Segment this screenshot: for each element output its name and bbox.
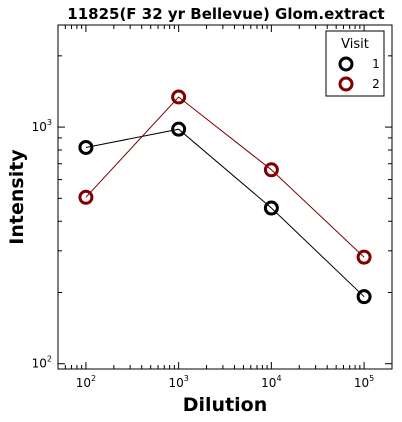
- x-tick-label-exponent: 5: [369, 374, 374, 383]
- x-tick-label: 105: [354, 374, 374, 390]
- x-tick-label-exponent: 4: [276, 374, 281, 383]
- x-tick-label-exponent: 3: [184, 374, 189, 383]
- data-point-series-2: [78, 189, 94, 205]
- x-tick-label-base: 10: [261, 376, 276, 390]
- series-line-2: [85, 96, 365, 258]
- y-axis-label: Intensity: [6, 149, 28, 245]
- legend-box: [325, 30, 385, 97]
- legend-entries: 12: [338, 56, 380, 92]
- data-point-series-1: [171, 121, 187, 137]
- y-tick-label: 103: [32, 118, 52, 134]
- x-tick-label-base: 10: [168, 376, 183, 390]
- data-point-series-2: [171, 89, 187, 105]
- data-point-series-2: [356, 249, 372, 265]
- legend-marker-2: [338, 76, 354, 92]
- x-axis-label: Dilution: [183, 394, 268, 416]
- axis-ticks: [57, 25, 393, 369]
- chart-title: 11825(F 32 yr Bellevue) Glom.extract: [67, 5, 384, 23]
- y-tick-label-base: 10: [32, 120, 47, 134]
- series-line-1: [85, 128, 365, 298]
- x-tick-label-base: 10: [354, 376, 369, 390]
- legend-label-2: 2: [372, 77, 380, 91]
- legend-label-1: 1: [372, 57, 380, 71]
- x-tick-label-base: 10: [76, 376, 91, 390]
- data-point-series-2: [263, 162, 279, 178]
- x-tick-label: 102: [76, 374, 96, 390]
- legend-marker-1: [338, 56, 354, 72]
- y-tick-label-exponent: 3: [47, 118, 52, 127]
- x-tick-label: 104: [261, 374, 281, 390]
- y-tick-label-base: 10: [32, 357, 47, 371]
- x-tick-label: 103: [168, 374, 188, 390]
- legend: Visit 12: [325, 30, 385, 97]
- x-tick-label-exponent: 2: [91, 374, 96, 383]
- legend-title: Visit: [341, 37, 369, 52]
- data-point-series-1: [263, 200, 279, 216]
- y-tick-label: 102: [32, 355, 52, 371]
- y-tick-label-exponent: 2: [47, 355, 52, 364]
- data-point-series-1: [356, 289, 372, 305]
- series-lines: [85, 96, 365, 298]
- series-points: [78, 89, 372, 305]
- data-point-series-1: [78, 139, 94, 155]
